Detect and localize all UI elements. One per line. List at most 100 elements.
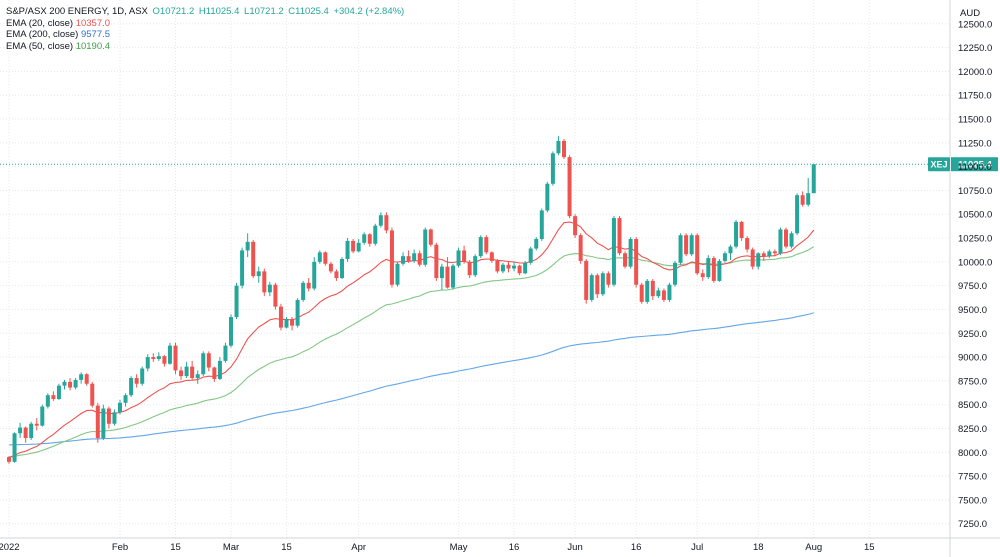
candle-body bbox=[184, 366, 189, 377]
candle-body bbox=[795, 195, 800, 234]
candle bbox=[467, 259, 472, 279]
last-price-tag-bg bbox=[951, 157, 998, 172]
candle-body bbox=[406, 256, 411, 261]
candle-body bbox=[151, 357, 156, 359]
y-tick-label: 10250.0 bbox=[958, 234, 992, 245]
candle-body bbox=[722, 253, 727, 261]
candle bbox=[584, 259, 589, 304]
candle bbox=[806, 178, 811, 207]
candle-body bbox=[68, 381, 73, 388]
candle-body bbox=[456, 250, 461, 266]
candle bbox=[539, 208, 544, 241]
y-tick-label: 8750.0 bbox=[958, 376, 987, 387]
candle-body bbox=[550, 153, 555, 184]
candle bbox=[500, 262, 505, 274]
candle bbox=[462, 245, 467, 264]
candle bbox=[550, 151, 555, 186]
candle-body bbox=[451, 265, 455, 288]
candle bbox=[7, 456, 11, 464]
candle-body bbox=[423, 229, 428, 265]
candle bbox=[639, 282, 644, 304]
candle bbox=[567, 155, 572, 219]
candle-body bbox=[717, 260, 722, 281]
candle-body bbox=[695, 235, 700, 274]
candle-body bbox=[739, 221, 744, 239]
candle bbox=[62, 379, 67, 390]
candle bbox=[18, 422, 23, 439]
candle-body bbox=[145, 357, 150, 369]
candle bbox=[217, 357, 222, 380]
time-axis[interactable]: 2022 Feb 15 Mar 15 Apr May 16 Jun 16 Jul 18 Aug 15 bbox=[0, 542, 875, 553]
candle-body bbox=[273, 284, 278, 307]
legend-ema200[interactable]: EMA (200, close) 9577.5 bbox=[6, 29, 406, 41]
candle-body bbox=[334, 271, 339, 279]
candle-body bbox=[167, 345, 172, 364]
symbol-title[interactable]: S&P/ASX 200 ENERGY, 1D, ASX bbox=[6, 6, 148, 17]
candle bbox=[728, 244, 733, 260]
y-tick-label: 12250.0 bbox=[958, 43, 992, 54]
y-tick-label: 7250.0 bbox=[958, 519, 987, 530]
candle bbox=[634, 237, 639, 288]
candle bbox=[456, 247, 461, 268]
candle bbox=[306, 278, 311, 292]
candle bbox=[267, 281, 272, 297]
candle-body bbox=[806, 193, 811, 205]
legend-ema50[interactable]: EMA (50, close) 10190.4 bbox=[6, 41, 406, 53]
currency-label: AUD bbox=[960, 8, 980, 19]
candle bbox=[334, 269, 339, 281]
candle-body bbox=[428, 229, 433, 245]
candle-body bbox=[206, 353, 211, 368]
candle bbox=[673, 260, 677, 287]
last-price-tag-label: 11025.4 bbox=[958, 160, 993, 171]
candle-body bbox=[340, 259, 344, 279]
candle bbox=[79, 372, 84, 384]
candle-body bbox=[401, 256, 406, 264]
candle bbox=[789, 231, 794, 249]
candle bbox=[323, 251, 328, 266]
x-tick-label: 18 bbox=[753, 542, 764, 553]
candle-body bbox=[478, 237, 483, 257]
candle bbox=[140, 366, 145, 386]
y-tick-label: 12000.0 bbox=[958, 67, 992, 78]
candle bbox=[717, 259, 722, 282]
candle-body bbox=[162, 356, 167, 364]
ema50-line bbox=[8, 246, 815, 458]
candle-body bbox=[351, 240, 356, 252]
candle-body bbox=[356, 242, 361, 252]
candle bbox=[772, 249, 777, 257]
ema200-line bbox=[8, 312, 814, 446]
candle-body bbox=[623, 253, 628, 267]
candle-body bbox=[634, 239, 639, 285]
candle-body bbox=[506, 264, 511, 269]
candle-body bbox=[678, 235, 683, 263]
candles bbox=[7, 136, 816, 464]
candle bbox=[628, 237, 633, 269]
candle bbox=[656, 287, 661, 299]
candle bbox=[273, 282, 278, 310]
legend-ema20[interactable]: EMA (20, close) 10357.0 bbox=[6, 18, 406, 30]
candle-body bbox=[650, 280, 655, 297]
x-tick-label: Aug bbox=[805, 542, 822, 553]
candle-body bbox=[12, 433, 17, 462]
candle-body bbox=[756, 253, 761, 267]
candle bbox=[234, 282, 239, 319]
price-axis[interactable]: 7250.0 7500.0 7750.0 8000.0 8250.0 8500.0 8750… bbox=[958, 8, 992, 530]
candle-body bbox=[462, 250, 467, 262]
candle bbox=[223, 342, 228, 363]
candle bbox=[173, 342, 178, 375]
candle bbox=[356, 239, 361, 253]
candle bbox=[29, 421, 34, 440]
y-tick-label: 9750.0 bbox=[958, 281, 987, 292]
ema20-label: EMA (20, close) bbox=[6, 17, 74, 29]
candle bbox=[667, 282, 672, 302]
y-tick-label: 11250.0 bbox=[958, 138, 992, 149]
candle bbox=[711, 256, 716, 283]
candle-body bbox=[90, 383, 95, 406]
candle-body bbox=[301, 282, 306, 300]
candle bbox=[506, 260, 511, 273]
candle bbox=[661, 288, 666, 302]
candle-body bbox=[212, 367, 217, 379]
candle bbox=[578, 233, 583, 264]
candle-body bbox=[129, 378, 134, 396]
